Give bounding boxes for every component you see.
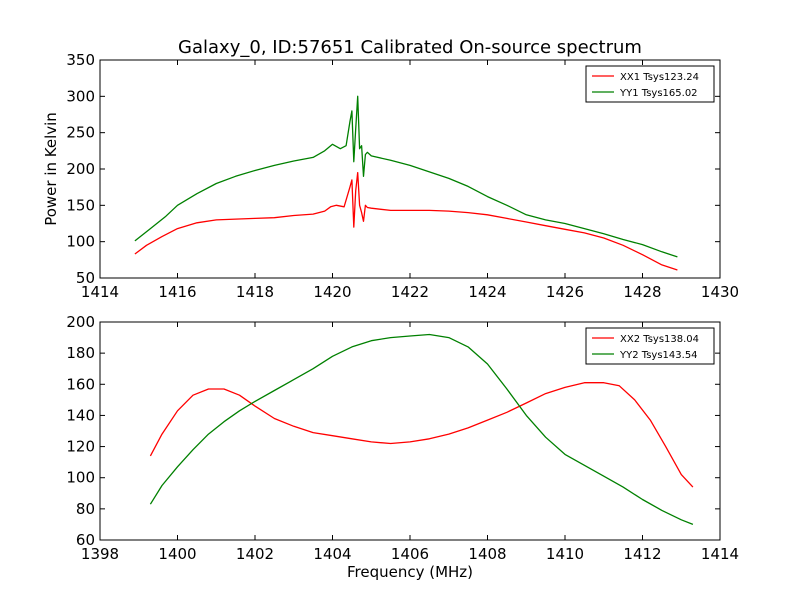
legend-label: XX2 Tsys138.04 <box>620 334 699 345</box>
series-line-xx1 <box>134 171 678 271</box>
x-tick-label: 1408 <box>468 545 506 563</box>
y-axis-label: Power in Kelvin <box>42 112 60 226</box>
legend-box <box>585 65 715 103</box>
y-tick-label: 200 <box>66 313 95 331</box>
series-group <box>134 95 678 271</box>
x-tick-label: 1418 <box>236 283 274 301</box>
y-tick-label: 150 <box>66 196 95 214</box>
x-tick-label: 1414 <box>701 545 739 563</box>
y-tick-label: 80 <box>76 500 95 518</box>
legend-label: YY2 Tsys143.54 <box>619 350 698 361</box>
x-axis-label: Frequency (MHz) <box>347 563 473 581</box>
y-tick-label: 300 <box>66 87 95 105</box>
series-group <box>149 333 694 526</box>
legend-label: YY1 Tsys165.02 <box>619 88 698 99</box>
y-tick-label: 120 <box>66 438 95 456</box>
series-line-yy2 <box>149 333 694 526</box>
legend: XX1 Tsys123.24 YY1 Tsys165.02 <box>585 65 715 103</box>
x-tick-label: 1398 <box>81 545 119 563</box>
x-tick-label: 1400 <box>158 545 196 563</box>
y-tick-label: 100 <box>66 233 95 251</box>
y-tick-label: 60 <box>76 531 95 549</box>
y-tick-label: 100 <box>66 469 95 487</box>
x-tick-label: 1424 <box>468 283 506 301</box>
x-tick-label: 1414 <box>81 283 119 301</box>
legend-label: XX1 Tsys123.24 <box>620 72 699 83</box>
bottom-panel: 1398 1400 1402 1404 1406 1408 1410 1412 1414 60 80… <box>66 313 739 581</box>
x-tick-label: 1404 <box>313 545 351 563</box>
x-tick-label: 1420 <box>313 283 351 301</box>
x-tick-label: 1402 <box>236 545 274 563</box>
x-tick-label: 1426 <box>546 283 584 301</box>
top-panel: 1414 1416 1418 1420 1422 1424 1426 1428 1430 50 10… <box>42 51 739 301</box>
x-tick-label: 1406 <box>391 545 429 563</box>
x-tick-label: 1410 <box>546 545 584 563</box>
y-tick-label: 160 <box>66 375 95 393</box>
y-tick-label: 200 <box>66 160 95 178</box>
y-tick-label: 50 <box>76 269 95 287</box>
x-tick-label: 1428 <box>623 283 661 301</box>
chart-title: Galaxy_0, ID:57651 Calibrated On-source … <box>178 37 642 58</box>
x-tick-label: 1430 <box>701 283 739 301</box>
series-line-xx2 <box>149 382 694 488</box>
legend-box <box>585 327 715 365</box>
y-tick-label: 140 <box>66 406 95 424</box>
legend: XX2 Tsys138.04 YY2 Tsys143.54 <box>585 327 715 365</box>
x-tick-label: 1412 <box>623 545 661 563</box>
y-tick-label: 180 <box>66 344 95 362</box>
series-line-yy1 <box>134 95 678 258</box>
x-tick-label: 1422 <box>391 283 429 301</box>
x-tick-label: 1416 <box>158 283 196 301</box>
y-tick-label: 250 <box>66 124 95 142</box>
y-tick-label: 350 <box>66 51 95 69</box>
